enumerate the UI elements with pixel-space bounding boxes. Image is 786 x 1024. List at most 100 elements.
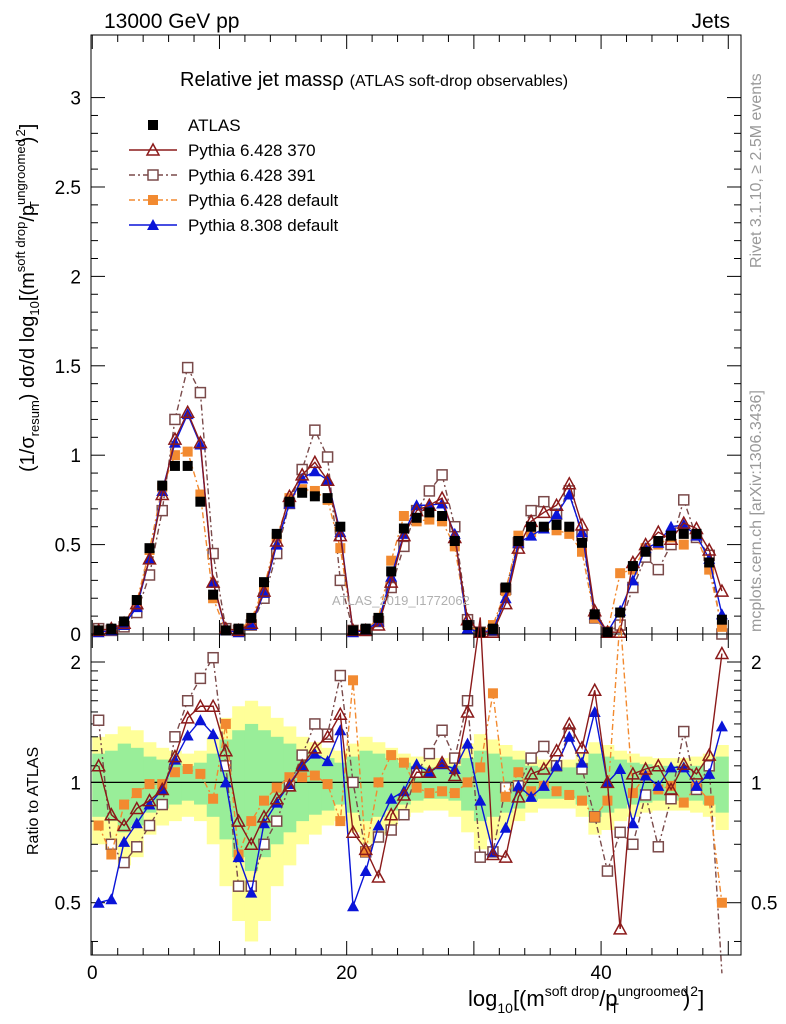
ratio-point-pythia-6-428-default: [335, 816, 346, 827]
ratio-point-pythia-6-428-370: [434, 755, 450, 769]
ratio-point-pythia-8-308-default: [461, 737, 474, 749]
ratio-point-pythia-6-428-default: [373, 777, 384, 788]
ratio-point-pythia-6-428-391: [258, 838, 270, 851]
ratio-point-pythia-8-308-default: [385, 792, 398, 804]
ratio-point-pythia-6-428-391: [614, 826, 626, 839]
data-point-atlas: [615, 607, 626, 618]
ratio-ytick-label: 2: [70, 653, 81, 674]
ratio-point-pythia-6-428-default: [195, 768, 206, 779]
data-point-atlas: [157, 480, 168, 491]
data-point-atlas: [144, 543, 155, 554]
data-point-atlas: [437, 510, 448, 521]
ratio-point-pythia-8-308-default: [181, 729, 194, 741]
data-point-pythia-6-428-370: [612, 624, 628, 638]
legend-label-pythia-6-428-370: Pythia 6.428 370: [188, 141, 316, 160]
data-point-pythia-8-308-default: [665, 520, 678, 532]
xlabel-sup-2: 2: [690, 983, 698, 999]
data-point-pythia-6-428-default: [513, 530, 524, 541]
ratio-point-pythia-6-428-391: [639, 789, 652, 801]
ratio-point-pythia-8-308-default: [563, 730, 576, 742]
ratio-point-pythia-6-428-370: [231, 813, 246, 827]
data-point-pythia-6-428-370: [180, 404, 195, 419]
data-point-atlas: [386, 566, 397, 577]
ratio-point-pythia-6-428-370: [154, 781, 170, 796]
data-point-pythia-8-308-default: [270, 538, 283, 550]
ratio-point-pythia-6-428-370: [536, 761, 552, 775]
ratio-point-pythia-6-428-391: [334, 669, 347, 682]
data-point-atlas: [589, 609, 600, 620]
data-point-pythia-6-428-370: [434, 490, 450, 504]
ratio-point-pythia-8-308-default: [703, 767, 716, 779]
ratio-point-pythia-8-308-default: [575, 756, 588, 768]
xlabel-part-b: [(m: [513, 986, 545, 1011]
legend-marker-atlas: [148, 120, 158, 130]
ratio-point-pythia-8-308-default: [372, 819, 385, 831]
data-point-pythia-6-428-370: [574, 517, 590, 531]
ylabel-part-f: ]: [17, 124, 39, 130]
ratio-point-pythia-8-308-default: [690, 779, 703, 791]
legend: ATLAS Pythia 6.428 370 Pythia 6.428 391 Pyt…: [129, 116, 339, 235]
ratio-point-pythia-6-428-default: [398, 757, 409, 768]
ratio-ytick-label-right: 0.5: [751, 894, 777, 915]
ratio-point-pythia-6-428-391: [538, 740, 550, 753]
band-inner-bin: [473, 750, 488, 822]
ratio-point-pythia-6-428-default: [576, 795, 587, 806]
ratio-point-pythia-6-428-391: [678, 725, 690, 738]
ratio-point-pythia-6-428-default: [271, 782, 282, 793]
data-point-atlas: [653, 536, 664, 547]
data-point-atlas: [513, 536, 524, 547]
ratio-point-pythia-6-428-370: [129, 800, 145, 815]
data-point-atlas: [220, 625, 231, 636]
series-pythia-6-428-default: [93, 446, 727, 638]
ratio-point-pythia-6-428-391: [436, 724, 448, 736]
data-point-pythia-6-428-370: [562, 476, 577, 490]
ratio-point-pythia-6-428-391: [169, 731, 181, 743]
ratio-point-pythia-6-428-default: [182, 763, 193, 774]
series-line-pythia-6-428-370: [98, 410, 723, 633]
ratio-point-pythia-6-428-default: [297, 772, 308, 783]
ratio-point-pythia-6-428-default: [386, 750, 397, 761]
data-point-pythia-6-428-391: [207, 547, 219, 560]
data-point-pythia-8-308-default: [525, 529, 538, 541]
data-point-pythia-6-428-391: [678, 494, 690, 506]
ratio-ytick-label-right: 1: [751, 773, 762, 794]
data-point-pythia-6-428-370: [294, 467, 310, 481]
energy-label: 13000 GeV pp: [104, 10, 239, 33]
data-point-atlas: [526, 521, 537, 532]
band-inner-bin: [359, 750, 373, 822]
ratio-point-pythia-8-308-default: [334, 724, 347, 736]
ratio-point-pythia-6-428-370: [116, 817, 132, 832]
data-point-atlas: [258, 577, 269, 588]
ratio-point-pythia-8-308-default: [257, 817, 270, 829]
ratio-point-pythia-6-428-391: [156, 798, 168, 811]
ratio-point-pythia-6-428-default: [258, 795, 269, 806]
xtick-label: 20: [336, 963, 357, 984]
ratio-point-pythia-6-428-370: [714, 645, 730, 660]
ratio-point-pythia-8-308-default: [715, 720, 728, 732]
ratio-point-pythia-6-428-370: [701, 747, 717, 761]
ratio-point-pythia-8-308-default: [194, 714, 207, 726]
band-inner-bin: [244, 723, 259, 872]
data-point-atlas: [538, 521, 549, 532]
ratio-point-pythia-6-428-370: [205, 698, 221, 713]
xtick-label: 40: [591, 963, 612, 984]
band-inner-bin: [117, 743, 131, 833]
data-point-pythia-6-428-default: [449, 541, 460, 552]
data-point-atlas: [309, 491, 320, 502]
ratio-point-pythia-6-428-370: [358, 841, 374, 856]
data-point-pythia-6-428-default: [335, 543, 346, 554]
ratio-point-pythia-6-428-391: [627, 838, 639, 851]
data-point-atlas: [500, 582, 511, 593]
data-point-pythia-6-428-default: [678, 539, 689, 550]
ratio-point-pythia-6-428-default: [246, 816, 257, 827]
data-point-atlas: [424, 507, 435, 518]
data-point-pythia-6-428-default: [437, 516, 448, 527]
main-ylabel: (1/σresum) dσ/d log10[(msoft drop/pungro…: [13, 124, 42, 472]
legend-label-pythia-8-308-default: Pythia 8.308 default: [188, 216, 339, 235]
ratio-ytick-label: 1: [70, 773, 81, 794]
ratio-point-pythia-6-428-370: [422, 764, 437, 778]
series-atlas: [93, 460, 727, 638]
data-point-atlas: [551, 519, 562, 530]
ratio-point-pythia-6-428-370: [193, 698, 208, 713]
